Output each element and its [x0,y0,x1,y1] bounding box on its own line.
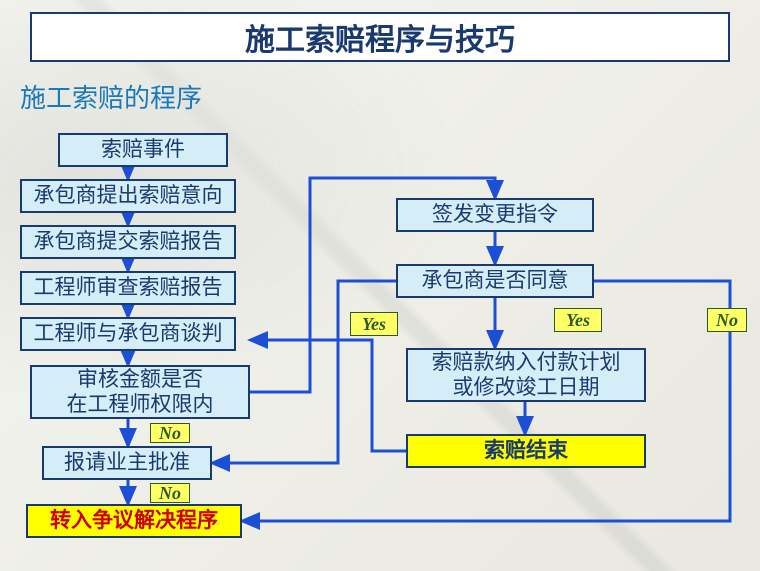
flow-node-n3: 承包商提交索赔报告 [20,225,236,259]
edge-label-l_yes_left: Yes [350,312,398,336]
flow-node-n1: 索赔事件 [58,133,228,167]
edge-label-l_yes_mid: Yes [554,308,602,332]
flow-node-n2: 承包商提出索赔意向 [20,179,236,213]
flow-node-n6: 审核金额是否 在工程师权限内 [30,365,250,419]
flow-node-n11: 索赔款纳入付款计划 或修改竣工日期 [406,348,646,402]
edge-label-l_no_right: No [707,308,747,332]
subtitle: 施工索赔的程序 [20,78,202,115]
flow-node-n10: 承包商是否同意 [396,264,594,298]
arrow [250,340,406,451]
flow-node-n12: 索赔结束 [406,434,646,468]
edge-label-l_no2: No [150,483,190,503]
flow-node-n5: 工程师与承包商谈判 [20,317,236,351]
flow-node-n8: 转入争议解决程序 [26,504,242,538]
title-bar: 施工索赔程序与技巧 [30,12,730,62]
flow-node-n7: 报请业主批准 [42,446,212,480]
title-text: 施工索赔程序与技巧 [245,15,515,59]
edge-label-l_no1: No [150,423,190,443]
flow-node-n4: 工程师审查索赔报告 [20,271,236,305]
flow-node-n9: 签发变更指令 [396,198,594,232]
